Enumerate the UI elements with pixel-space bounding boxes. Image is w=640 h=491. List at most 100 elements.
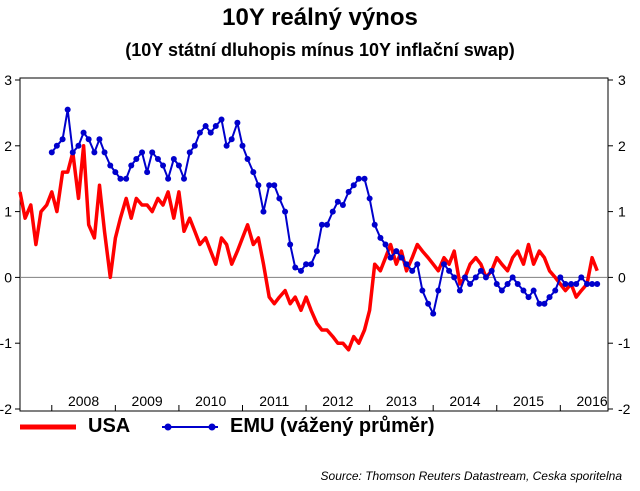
series-1-point-101 — [584, 280, 591, 287]
series-1-point-36 — [239, 142, 246, 149]
x-tick-label-4: 2012 — [322, 393, 353, 409]
series-1-point-29 — [202, 123, 209, 130]
series-1-point-60 — [366, 195, 373, 202]
plot-frame — [19, 77, 609, 412]
series-1-point-82 — [482, 274, 489, 281]
series-1-point-96 — [557, 274, 564, 281]
series-1-point-44 — [282, 208, 289, 215]
series-1-point-47 — [297, 267, 304, 274]
series-1-point-10 — [101, 149, 108, 156]
series-1-point-42 — [271, 182, 278, 189]
series-1-point-19 — [149, 149, 156, 156]
y-tick-label-left-3: 0 — [4, 269, 12, 285]
x-tick-label-8: 2016 — [577, 393, 608, 409]
series-1-point-59 — [361, 175, 368, 182]
series-1-point-18 — [144, 169, 151, 176]
series-1-point-56 — [345, 188, 352, 195]
series-1-point-75 — [446, 267, 453, 274]
x-axis: 2008 2009 2010 2011 2012 2013 2014 2015 2016 — [51, 393, 608, 411]
y-tick-label-left-2: 1 — [4, 204, 12, 220]
x-tick-label-2: 2010 — [195, 393, 226, 409]
series-1-point-62 — [377, 234, 384, 241]
y-axis: 3 3 2 2 1 1 0 0 -1 -1 -2 -2 — [0, 72, 631, 417]
y-tick-label-right-0: 3 — [618, 72, 626, 88]
series-1-point-41 — [266, 182, 273, 189]
chart-subtitle: (10Y státní dluhopis mínus 10Y inflační … — [125, 40, 515, 60]
series-1-point-74 — [440, 261, 447, 268]
series-1-point-27 — [191, 142, 198, 149]
series-1-point-24 — [175, 162, 182, 169]
series-1-point-99 — [573, 280, 580, 287]
series-1-point-61 — [371, 221, 378, 228]
series-1-point-1 — [53, 142, 60, 149]
series-1-point-80 — [472, 274, 479, 281]
series-1-point-91 — [530, 287, 537, 294]
series-1-point-63 — [382, 241, 389, 248]
series-1-point-88 — [514, 280, 521, 287]
series-1-point-52 — [324, 221, 331, 228]
series-1-point-55 — [339, 202, 346, 209]
series-1-point-9 — [96, 136, 103, 143]
series-1-point-33 — [223, 142, 230, 149]
series-1-point-78 — [461, 274, 468, 281]
legend-emu: EMU (vážený průměr) — [160, 415, 435, 438]
y-tick-label-right-1: 2 — [618, 138, 626, 154]
series-1-point-31 — [212, 123, 219, 130]
series-1-point-38 — [250, 169, 257, 176]
series-1-point-64 — [387, 254, 394, 261]
series-1-point-13 — [117, 175, 124, 182]
series-1-point-35 — [234, 119, 241, 126]
series-1-point-72 — [430, 310, 437, 317]
series-1-point-90 — [525, 294, 532, 301]
series-1-point-39 — [255, 182, 262, 189]
source-note: Source: Thomson Reuters Datastream, Cesk… — [320, 469, 622, 483]
series-1-point-81 — [477, 267, 484, 274]
series-1-point-23 — [170, 155, 177, 162]
series-1-point-69 — [414, 261, 421, 268]
legend-emu-swatch — [162, 423, 218, 430]
series-1-point-17 — [139, 149, 146, 156]
x-tick-label-6: 2014 — [449, 393, 480, 409]
series-1-point-48 — [303, 261, 310, 268]
series-1-point-7 — [85, 136, 92, 143]
series-1-point-26 — [186, 149, 193, 156]
series-1-point-76 — [451, 274, 458, 281]
series-1-point-43 — [276, 195, 283, 202]
series-1-point-103 — [594, 280, 601, 287]
series-1-point-2 — [59, 136, 66, 143]
series-1-point-49 — [308, 261, 315, 268]
series-1-point-100 — [578, 274, 585, 281]
series-1-point-32 — [218, 116, 225, 123]
series-1-point-89 — [520, 287, 527, 294]
series-1-point-28 — [196, 129, 203, 136]
series-1-point-73 — [435, 287, 442, 294]
y-tick-label-left-4: -1 — [0, 335, 12, 351]
y-tick-label-left-5: -2 — [0, 401, 12, 417]
series-1-point-22 — [165, 175, 172, 182]
y-tick-label-right-2: 1 — [618, 204, 626, 220]
x-tick-label-1: 2009 — [132, 393, 163, 409]
x-tick-label-5: 2013 — [386, 393, 417, 409]
series-1-point-14 — [123, 175, 130, 182]
series-1-point-71 — [425, 300, 432, 307]
y-tick-label-left-1: 2 — [4, 138, 12, 154]
series-1-point-54 — [334, 198, 341, 205]
series-1-point-65 — [393, 248, 400, 255]
series-1-point-37 — [244, 155, 251, 162]
chart-title: 10Y reálný výnos — [222, 4, 418, 31]
series-1-point-46 — [292, 264, 299, 271]
series-1-point-8 — [91, 149, 98, 156]
series-1-point-15 — [128, 162, 135, 169]
series-1-point-68 — [409, 267, 416, 274]
series-1-point-86 — [504, 280, 511, 287]
series-1-point-66 — [398, 254, 405, 261]
series-1-point-70 — [419, 287, 426, 294]
series-1-point-5 — [75, 142, 82, 149]
series-1-point-11 — [107, 162, 114, 169]
series-1-point-67 — [403, 261, 410, 268]
series-1-point-57 — [350, 182, 357, 189]
y-tick-label-right-5: -2 — [618, 401, 631, 417]
series-1-point-0 — [48, 149, 55, 156]
series-layer — [18, 106, 601, 352]
